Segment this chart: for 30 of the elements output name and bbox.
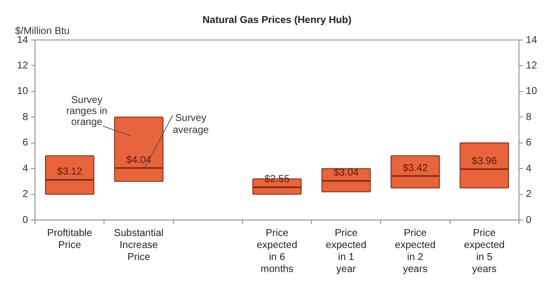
y2-tick-label: 2 xyxy=(526,189,532,200)
annotation: Survey average xyxy=(172,112,210,136)
annotation: Survey ranges in orange xyxy=(66,94,108,128)
y-tick-label: 4 xyxy=(22,163,29,174)
x-tick-label: Price expected in 6 months xyxy=(256,228,298,275)
y2-tick-label: 12 xyxy=(526,60,538,72)
y2-tick-label: 10 xyxy=(526,86,538,98)
x-tick-label: Substantial Increase Price xyxy=(114,228,164,263)
y2-tick-label: 8 xyxy=(526,112,532,123)
text: $3.04 xyxy=(334,168,359,179)
x-tick-label: Proftitable Price xyxy=(47,228,93,251)
y2-tick-label: 0 xyxy=(526,214,532,226)
y-tick-label: 12 xyxy=(17,60,29,72)
y-tick-label: 14 xyxy=(17,34,29,46)
y-tick-label: 2 xyxy=(22,189,29,200)
y2-tick-label: 4 xyxy=(526,163,532,174)
text: $3.42 xyxy=(402,162,428,174)
y-tick-label: 10 xyxy=(17,86,29,98)
text: $3.12 xyxy=(57,166,82,178)
y-tick-label: 6 xyxy=(22,138,29,149)
y2-tick-label: 6 xyxy=(526,138,532,149)
y-tick-label: 8 xyxy=(22,112,29,123)
text: $3.96 xyxy=(472,156,497,167)
x-tick-label: Price expected in 1 year xyxy=(326,228,366,275)
y2-tick-label: 14 xyxy=(526,34,538,46)
x-tick-label: Price expected in 2 years xyxy=(394,228,436,275)
y-axis-title: $/Million Btu xyxy=(15,26,70,37)
chart-title: Natural Gas Prices (Henry Hub) xyxy=(202,14,352,26)
y-tick-label: 0 xyxy=(22,214,29,226)
x-tick-label: Price expected in 5 years xyxy=(464,228,505,275)
